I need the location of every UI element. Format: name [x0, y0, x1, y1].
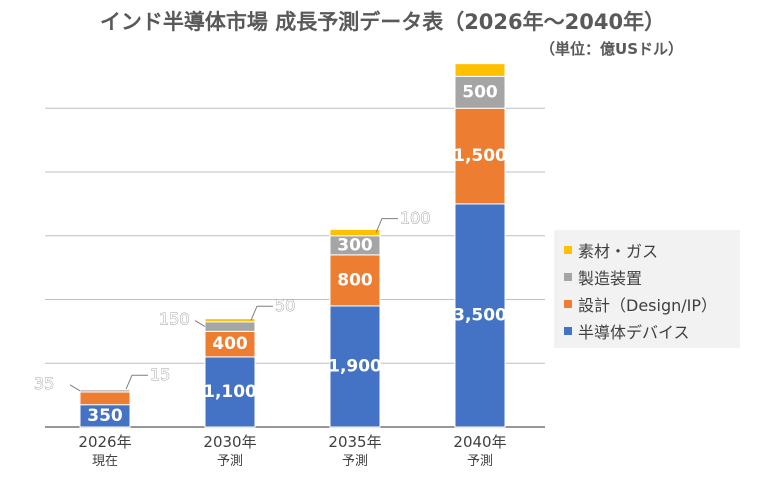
bar-segment-1 — [329, 305, 381, 428]
data-label: 150 — [159, 310, 190, 329]
bar-segment-2 — [204, 330, 256, 358]
chart-subtitle: （単位：億USドル） — [540, 40, 683, 58]
legend-swatch — [564, 272, 572, 281]
bar-segment-4 — [204, 318, 256, 323]
callout-line — [194, 320, 206, 328]
x-tick-label: 2030年 — [203, 433, 256, 451]
callout-line — [69, 384, 81, 392]
data-label: 100 — [400, 209, 431, 228]
data-label: 1,900 — [328, 356, 382, 376]
x-tick-sublabel: 予測 — [217, 454, 243, 469]
legend-label: 設計（Design/IP） — [578, 295, 718, 315]
chart-title: インド半導体市場 成長予測データ表（2026年～2040年） — [99, 10, 666, 34]
legend-item: 製造装置 — [564, 263, 740, 290]
bar-segment-2 — [454, 107, 506, 205]
legend-item: 素材・ガス — [564, 236, 740, 263]
x-tick-sublabel: 予測 — [342, 454, 368, 469]
data-label: 400 — [212, 334, 248, 354]
legend-label: 半導体デバイス — [578, 322, 690, 342]
bar-segment-1 — [454, 203, 506, 428]
bar-segment-4 — [79, 388, 131, 391]
bar-segment-4 — [454, 63, 506, 77]
x-tick-sublabel: 現在 — [92, 454, 118, 469]
callout-line — [250, 305, 273, 321]
bar-segment-4 — [329, 228, 381, 237]
legend-item: 半導体デバイス — [564, 317, 740, 344]
data-label: 800 — [337, 270, 373, 290]
callout-line — [125, 374, 148, 390]
data-label: 3,500 — [453, 305, 507, 325]
chart-legend: 素材・ガス製造装置設計（Design/IP） 半導体デバイス — [554, 230, 740, 348]
legend-swatch — [564, 299, 572, 308]
data-label: 35 — [34, 374, 54, 393]
data-label: 300 — [337, 235, 373, 255]
callout-line — [375, 218, 398, 233]
bar-segment-2 — [79, 391, 131, 406]
bar-segment-3 — [454, 75, 506, 109]
bar-segment-1 — [204, 356, 256, 428]
x-tick-label: 2026年 — [78, 433, 131, 451]
data-label: 1,100 — [203, 382, 257, 402]
legend-swatch — [564, 326, 572, 335]
legend-label: 素材・ガス — [578, 241, 659, 261]
legend-item: 設計（Design/IP） — [564, 290, 740, 317]
legend-swatch — [564, 245, 572, 254]
data-label: 1,500 — [453, 146, 507, 166]
bar-segment-3 — [204, 321, 256, 332]
data-label: 500 — [462, 82, 498, 102]
data-label: 15 — [150, 365, 170, 384]
x-tick-label: 2035年 — [328, 433, 381, 451]
bar-segment-2 — [329, 254, 381, 307]
legend-label: 製造装置 — [578, 268, 643, 288]
x-tick-sublabel: 予測 — [467, 454, 493, 469]
data-label: 350 — [87, 406, 123, 426]
data-label: 50 — [275, 296, 295, 315]
x-tick-label: 2040年 — [453, 433, 506, 451]
